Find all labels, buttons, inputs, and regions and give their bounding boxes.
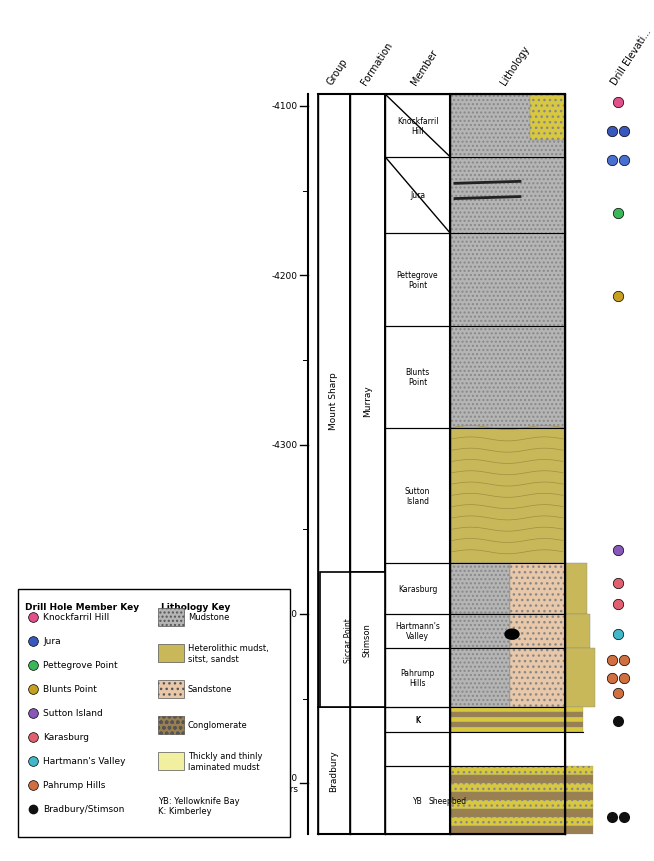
Text: K: K [415,715,420,724]
Text: Conglomerate: Conglomerate [188,721,248,729]
Text: Knockfarril Hill: Knockfarril Hill [43,613,109,622]
Bar [565,826,593,834]
Text: Pahrump Hills: Pahrump Hills [43,781,105,790]
Text: -4400: -4400 [272,610,298,619]
Bar [510,563,565,614]
Bar [450,826,565,834]
Text: Lithology: Lithology [499,44,532,87]
Text: YB: Yellowknife Bay
K: Kimberley: YB: Yellowknife Bay K: Kimberley [158,796,239,815]
Bar [450,717,565,722]
Text: Jura: Jura [43,637,61,646]
Bar [158,644,184,662]
Bar [450,95,565,428]
Bar [158,680,184,698]
Bar [158,716,184,734]
Text: -4200: -4200 [272,271,298,281]
Bar [565,817,593,826]
Bar [450,792,565,800]
Text: Bradbury: Bradbury [330,750,339,791]
Text: Murray: Murray [363,385,372,417]
Bar [450,563,510,614]
Bar [565,722,583,728]
Text: Pahrump
Hills: Pahrump Hills [400,668,435,687]
Bar [565,707,583,712]
Bar [158,608,184,626]
Text: Siccar Point: Siccar Point [344,617,353,662]
Text: Jura: Jura [410,191,425,200]
Text: Stimson: Stimson [363,623,372,656]
Bar [450,712,565,717]
Text: K: K [415,715,420,724]
Bar [450,808,565,817]
Bar [450,614,510,648]
Text: Pettegrove Point: Pettegrove Point [43,660,118,670]
Bar [350,95,385,707]
Ellipse shape [505,629,519,640]
Text: Karasburg: Karasburg [43,733,89,741]
Bar [450,784,565,792]
Text: Blunts
Point: Blunts Point [405,368,430,387]
Text: Lithology Key: Lithology Key [161,603,230,611]
Bar [565,784,593,792]
Bar [510,614,565,648]
Bar [450,648,510,707]
Text: Drill Elevati...: Drill Elevati... [610,27,653,87]
Bar [350,572,385,707]
Text: Mount Sharp: Mount Sharp [330,372,339,430]
Bar [158,753,184,770]
Bar [565,766,593,775]
Text: Sandstone: Sandstone [188,684,233,694]
Text: Group: Group [326,57,350,87]
Bar [318,707,350,834]
Bar [510,648,565,707]
Bar [320,572,385,707]
Bar [565,800,593,808]
Text: Mudstone: Mudstone [188,613,230,622]
Text: Blunts Point: Blunts Point [43,684,97,694]
Bar [18,589,290,837]
Text: Formation: Formation [359,40,394,87]
Text: Member: Member [409,47,439,87]
Bar [318,95,350,707]
Bar [565,775,593,784]
Text: -4300: -4300 [272,441,298,449]
Text: Karasburg: Karasburg [398,585,437,593]
Bar [565,728,583,733]
Bar [450,766,565,775]
Bar [565,717,583,722]
Text: Hartmann's
Valley: Hartmann's Valley [395,622,440,641]
Bar [450,775,565,784]
Bar [565,792,593,800]
Bar [565,614,590,648]
Text: Bradbury/Stimson: Bradbury/Stimson [43,804,124,814]
Text: Hartmann's Valley: Hartmann's Valley [43,757,126,765]
Bar [450,707,565,712]
Text: Sutton
Island: Sutton Island [405,486,430,505]
Bar [450,728,565,733]
Bar [565,808,593,817]
Text: -4500
Meters: -4500 Meters [267,773,298,793]
Text: Pettegrove
Point: Pettegrove Point [397,270,438,290]
Text: Sutton Island: Sutton Island [43,709,103,718]
Bar [450,800,565,808]
Text: Knockfarril
Hill: Knockfarril Hill [397,116,438,136]
Bar [565,712,583,717]
Bar [565,563,587,614]
Bar [565,648,595,707]
Bar [450,95,565,834]
Bar [530,95,565,140]
Bar [450,428,565,563]
Text: Thickly and thinly
laminated mudst: Thickly and thinly laminated mudst [188,752,262,771]
Text: Sheepbed: Sheepbed [428,796,466,805]
Text: Heterolithic mudst,
sitst, sandst: Heterolithic mudst, sitst, sandst [188,643,269,663]
Text: Drill Hole Member Key: Drill Hole Member Key [25,603,139,611]
Bar [450,722,565,728]
Bar [450,817,565,826]
Text: YB: YB [413,796,422,805]
Bar [385,95,450,834]
Text: -4100: -4100 [272,102,298,111]
